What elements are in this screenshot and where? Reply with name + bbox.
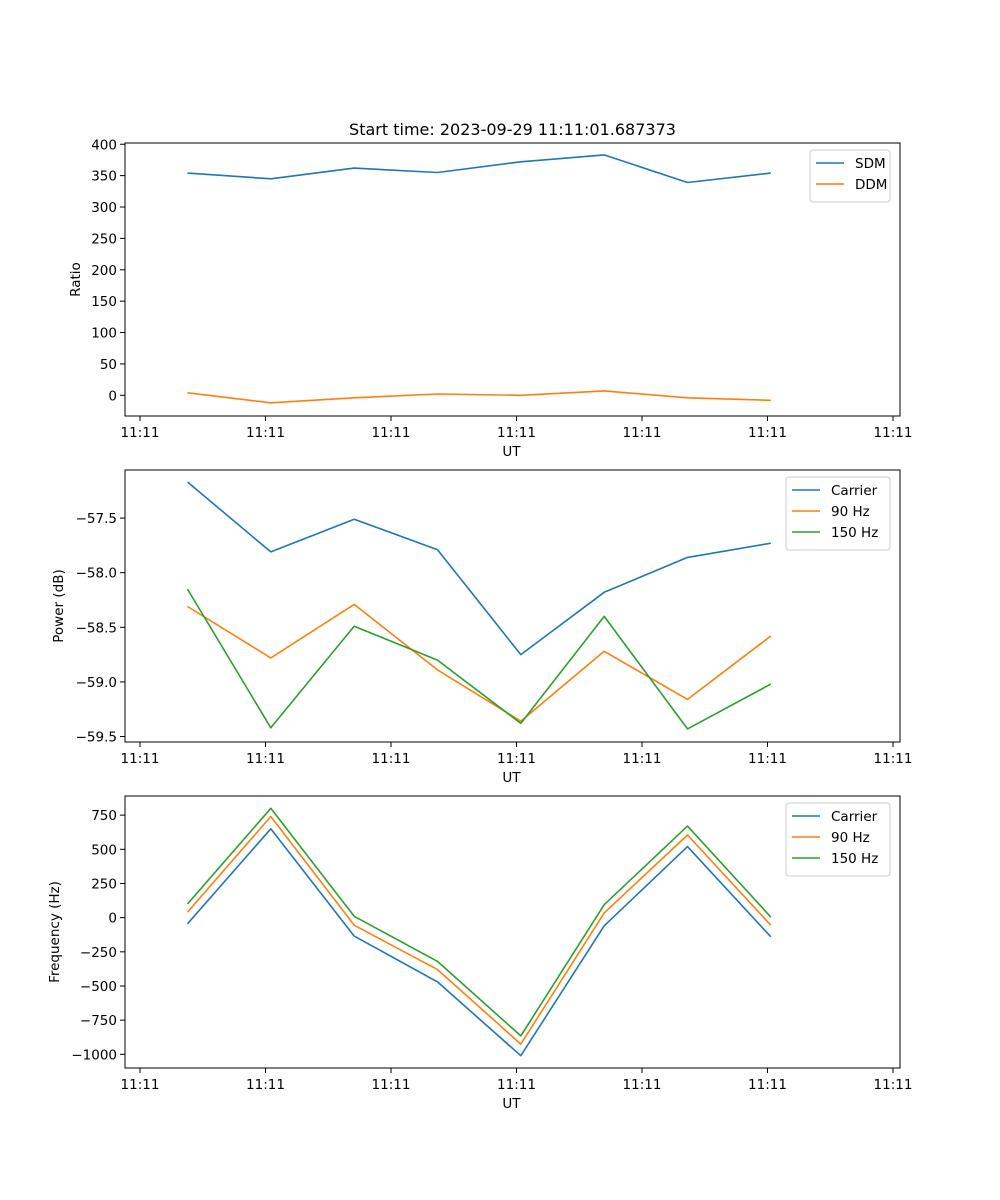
series-line-carrier [186, 827, 772, 1057]
y-tick-label: 400 [91, 137, 117, 153]
panel-2: −59.5 −59.0 −58.5 −58.0 −57.5 11:11 11:11 11:11… [51, 469, 1000, 786]
y-tick-label: −59.5 [76, 730, 117, 746]
y-axis-label: Frequency (Hz) [47, 881, 63, 983]
y-axis-label: Ratio [68, 262, 84, 297]
y-tick-label: −59.0 [76, 675, 117, 691]
y-tick-label: 0 [108, 388, 117, 404]
y-tick-label: 250 [91, 231, 117, 247]
axes-frame [124, 795, 901, 1069]
x-tick-label: 11:11 [372, 751, 411, 767]
panel-3: −1000 −750 −500 −250 0 250 500 750 11:11 11:11 11:… [47, 795, 1000, 1112]
y-tick-label: 0 [108, 911, 117, 927]
legend-label: 90 Hz [831, 504, 870, 520]
y-tick-label: 200 [91, 263, 117, 279]
y-tick-label: 150 [91, 294, 117, 310]
legend-label: Carrier [831, 483, 878, 499]
series-line-150-hz [186, 807, 772, 1037]
legend-label: 150 Hz [831, 851, 878, 867]
x-axis-label: UT [502, 770, 521, 786]
series-line-90-hz [187, 603, 772, 723]
y-tick-label: 100 [91, 326, 117, 342]
y-tick-label: 750 [91, 808, 117, 824]
x-axis-label: UT [502, 1096, 521, 1112]
y-tick-label: 350 [91, 169, 117, 185]
x-axis-label: UT [502, 444, 521, 460]
x-tick-label: 11:11 [623, 425, 662, 441]
x-tick-label: 11:11 [121, 1077, 160, 1093]
legend-label: DDM [855, 177, 887, 193]
series-line-ddm [187, 390, 771, 404]
y-axis-label: Power (dB) [51, 569, 67, 642]
panel-1: Start time: 2023-09-29 11:11:01.687373 0 5… [68, 120, 1000, 460]
y-tick-label: −1000 [71, 1047, 117, 1063]
legend-label: 90 Hz [831, 830, 870, 846]
legend-label: Carrier [831, 809, 878, 825]
chart-title: Start time: 2023-09-29 11:11:01.687373 [349, 120, 676, 139]
legend-label: SDM [855, 156, 886, 172]
series-line-90-hz [186, 815, 772, 1045]
axes-frame [124, 469, 901, 743]
x-tick-label: 11:11 [497, 1077, 536, 1093]
y-tick-label: −57.5 [76, 511, 117, 527]
x-tick-label: 11:11 [121, 425, 160, 441]
series-line-carrier [186, 481, 771, 656]
x-tick-label: 11:11 [497, 425, 536, 441]
y-tick-label: −500 [80, 979, 117, 995]
x-tick-label: 11:11 [623, 751, 662, 767]
x-tick-label: 11:11 [748, 1077, 787, 1093]
x-tick-label: 11:11 [497, 751, 536, 767]
x-tick-label: 11:11 [874, 751, 913, 767]
y-tick-label: 50 [100, 357, 117, 373]
x-tick-label: 11:11 [372, 425, 411, 441]
y-tick-label: 250 [91, 876, 117, 892]
x-tick-label: 11:11 [623, 1077, 662, 1093]
x-tick-label: 11:11 [246, 1077, 285, 1093]
x-tick-label: 11:11 [121, 751, 160, 767]
x-tick-label: 11:11 [748, 751, 787, 767]
y-tick-label: 500 [91, 842, 117, 858]
y-tick-label: −58.5 [76, 620, 117, 636]
axes-frame [124, 142, 901, 417]
x-tick-label: 11:11 [874, 425, 913, 441]
y-tick-label: −750 [80, 1013, 117, 1029]
legend-label: 150 Hz [831, 525, 878, 541]
y-tick-label: 300 [91, 200, 117, 216]
y-tick-label: −250 [80, 945, 117, 961]
series-line-150-hz [186, 588, 772, 730]
series-line-sdm [187, 154, 771, 184]
x-tick-label: 11:11 [748, 425, 787, 441]
x-tick-label: 11:11 [372, 1077, 411, 1093]
x-tick-label: 11:11 [246, 425, 285, 441]
x-tick-label: 11:11 [246, 751, 285, 767]
y-tick-label: −58.0 [76, 566, 117, 582]
x-tick-label: 11:11 [874, 1077, 913, 1093]
